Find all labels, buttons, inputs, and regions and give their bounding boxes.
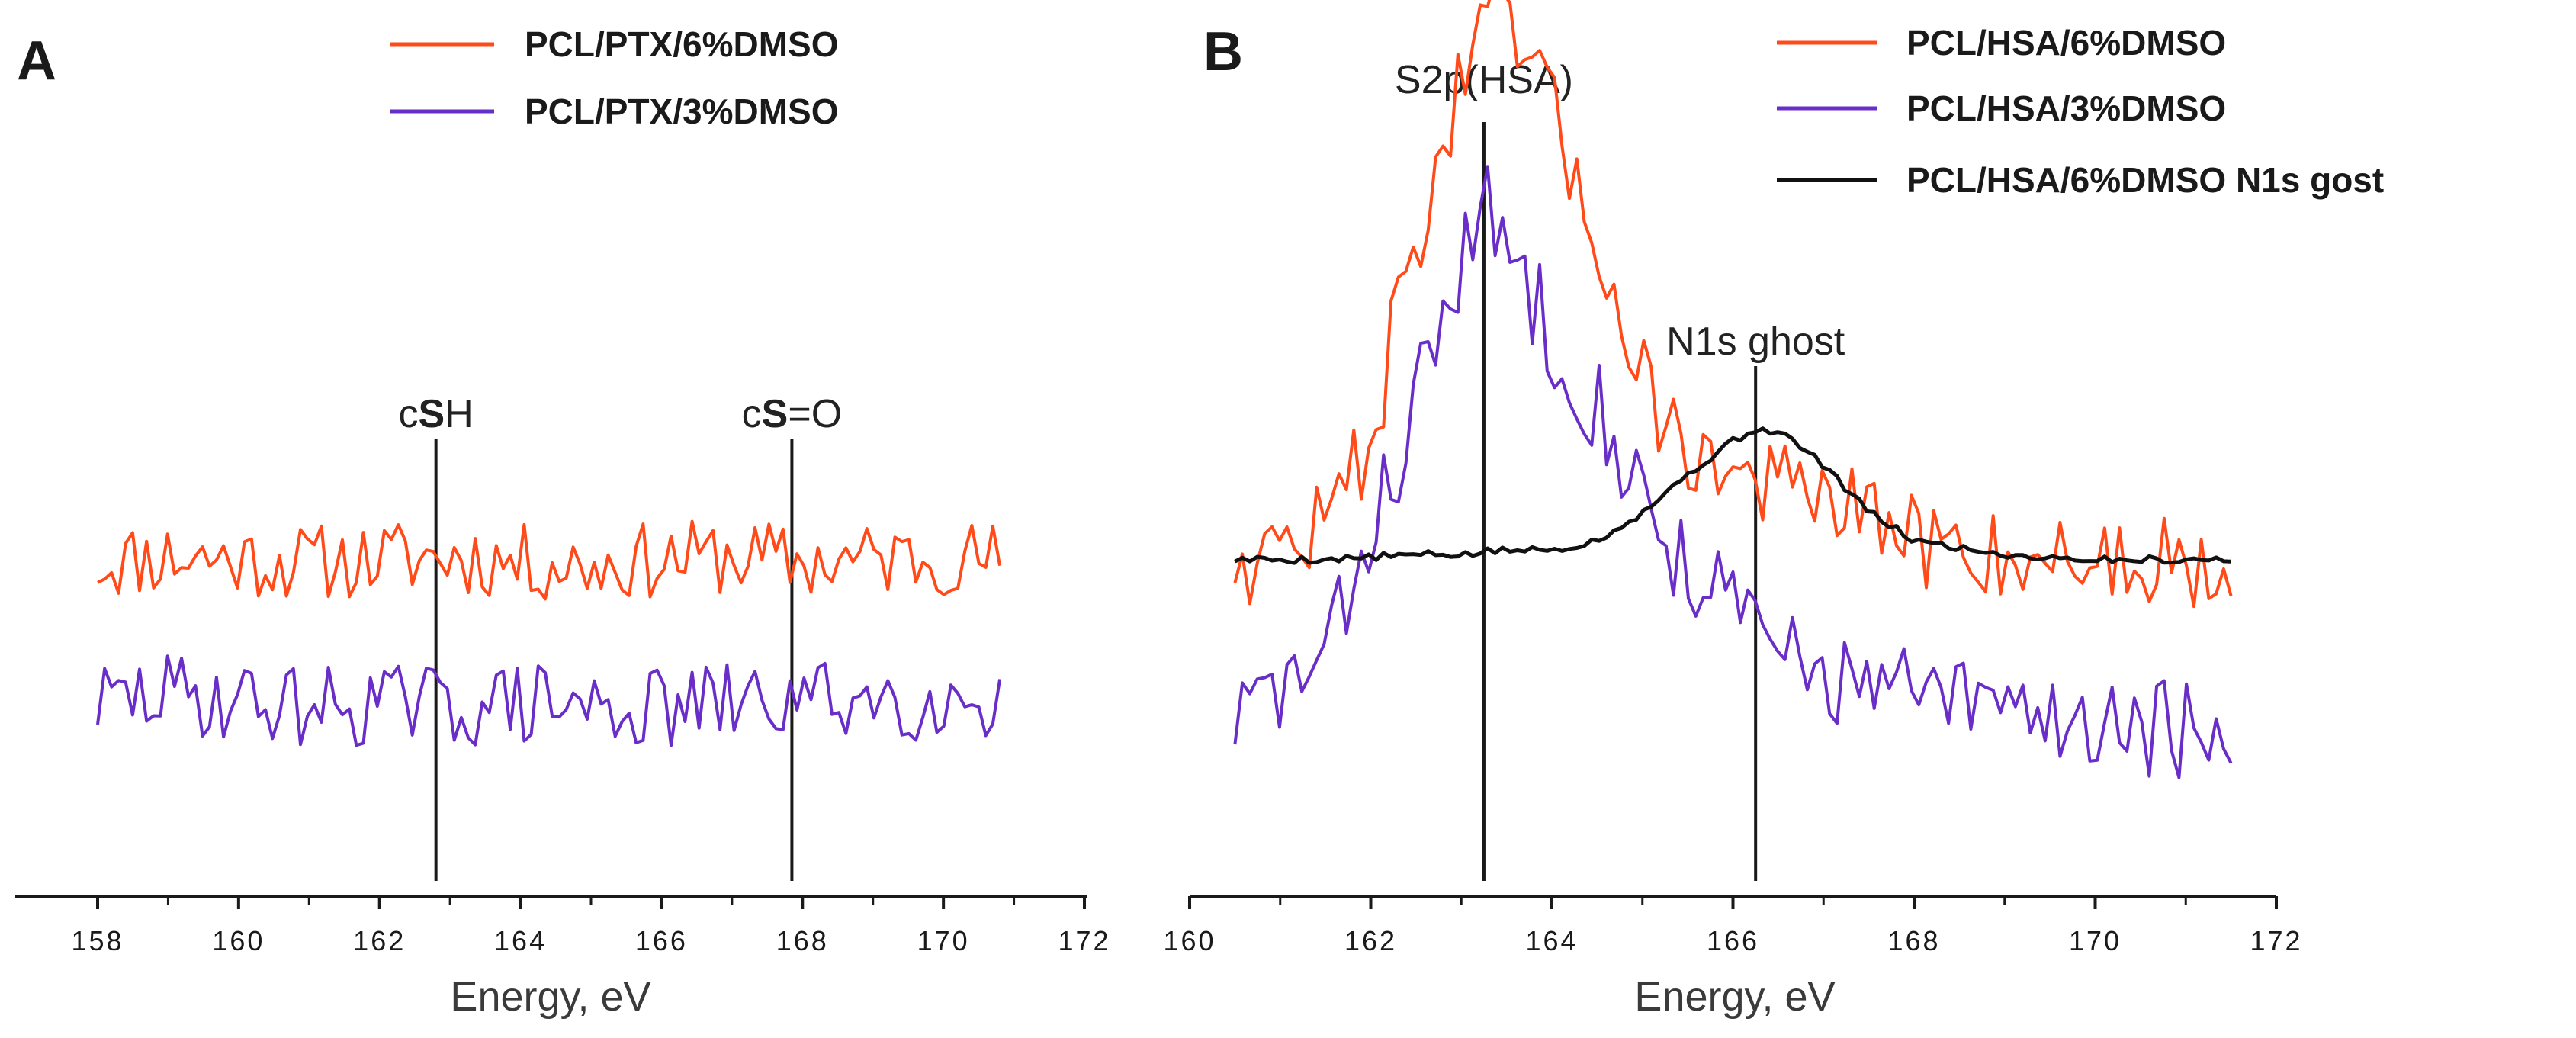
figure: A PCL/PTX/6%DMSO PCL/PTX/3%DMSO 158 160 16… (0, 0, 2576, 1038)
series-line-pcl-hsa-3-dmso (1235, 166, 2231, 777)
legend-label-pcl-hsa-3dmso: PCL/HSA/3%DMSO (1906, 88, 2226, 128)
x-tick-label: 170 (2069, 925, 2122, 956)
panel-a: A PCL/PTX/6%DMSO PCL/PTX/3%DMSO 158 160 16… (15, 24, 1111, 1020)
x-tick-label: 158 (71, 925, 124, 956)
legend-label-pcl-ptx-6dmso: PCL/PTX/6%DMSO (525, 24, 839, 64)
annotation-prefix: c (742, 392, 762, 436)
legend-label-pcl-ptx-3dmso: PCL/PTX/3%DMSO (525, 92, 839, 131)
x-tick-label: 168 (776, 925, 829, 956)
panel-a-annotation-cso: cS=O (742, 392, 843, 436)
panel-b: B PCL/HSA/6%DMSO PCL/HSA/3%DMSO PCL/HSA/… (1163, 0, 2384, 1020)
panel-a-legend: PCL/PTX/6%DMSO PCL/PTX/3%DMSO (390, 24, 839, 131)
annotation-suffix: =O (788, 392, 842, 436)
panel-a-series-group (98, 522, 1000, 746)
legend-label-n1s-gost: PCL/HSA/6%DMSO N1s gost (1906, 160, 2384, 200)
panel-b-annotation-n1s-ghost: N1s ghost (1666, 320, 1845, 364)
x-tick-label: 166 (635, 925, 688, 956)
panel-a-x-axis-label: Energy, eV (450, 974, 650, 1020)
x-tick-label: 170 (917, 925, 970, 956)
x-tick-label: 172 (2250, 925, 2302, 956)
legend-label-pcl-hsa-6dmso: PCL/HSA/6%DMSO (1906, 23, 2226, 63)
annotation-bold-s: S (419, 392, 445, 436)
x-tick-label: 160 (212, 925, 265, 956)
x-tick-label: 164 (1525, 925, 1578, 956)
annotation-bold-s: S (762, 392, 789, 436)
x-tick-label: 166 (1707, 925, 1759, 956)
annotation-prefix: c (399, 392, 419, 436)
x-tick-label: 162 (1344, 925, 1397, 956)
series-line-pcl-hsa-6-dmso-n1s-gost (1235, 429, 2231, 563)
panel-a-letter: A (17, 31, 56, 92)
x-tick-label: 168 (1887, 925, 1940, 956)
panel-b-letter: B (1203, 21, 1243, 82)
x-tick-label: 172 (1058, 925, 1110, 956)
series-line-pcl-ptx-6-dmso (98, 522, 1000, 599)
x-tick-label: 164 (494, 925, 547, 956)
series-line-pcl-ptx-3-dmso (98, 656, 1000, 745)
panel-a-x-ticks: 158 160 162 164 166 168 170 172 (71, 896, 1110, 956)
panel-b-x-ticks: 160 162 164 166 168 170 172 (1163, 896, 2302, 956)
x-tick-label: 160 (1163, 925, 1216, 956)
panel-a-annotation-csh: cSH (399, 392, 474, 436)
panel-b-legend: PCL/HSA/6%DMSO PCL/HSA/3%DMSO PCL/HSA/6%… (1777, 23, 2384, 200)
annotation-suffix: H (445, 392, 474, 436)
x-tick-label: 162 (353, 925, 406, 956)
panel-b-x-axis-label: Energy, eV (1634, 974, 1835, 1020)
